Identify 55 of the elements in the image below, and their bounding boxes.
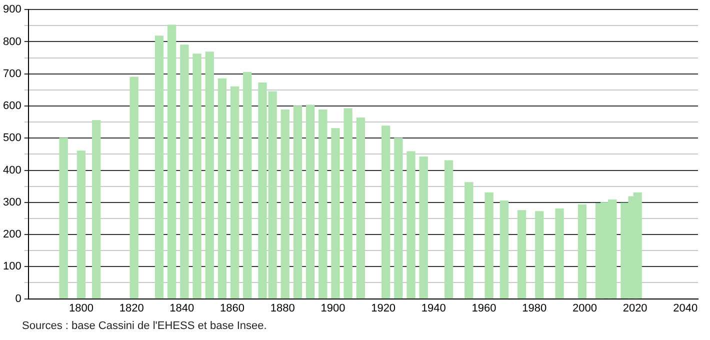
y-tick-label: 0 (15, 292, 22, 305)
y-tick-label: 100 (2, 260, 22, 273)
x-tick-label: 1860 (220, 302, 245, 314)
x-tick-label: 2000 (572, 302, 597, 314)
y-tick-label: 200 (2, 228, 22, 241)
source-note: Sources : base Cassini de l'EHESS et base Insee. (22, 320, 268, 332)
bar (419, 156, 428, 299)
bar (205, 52, 214, 299)
x-tick-label: 1980 (522, 302, 547, 314)
y-tick-label: 600 (2, 100, 22, 112)
bar (318, 110, 328, 299)
y-tick-label: 400 (2, 164, 22, 176)
bar (555, 208, 564, 299)
x-tick-label: 1940 (421, 302, 446, 314)
bar (180, 44, 189, 299)
bar (517, 210, 526, 299)
bar (293, 106, 302, 299)
x-tick-label: 1840 (170, 302, 194, 314)
x-tick-label: 2040 (673, 302, 698, 314)
y-tick-label: 500 (2, 132, 22, 144)
bar (394, 138, 403, 299)
bar (382, 126, 390, 299)
bar (218, 78, 227, 299)
bar (230, 86, 240, 299)
bar (76, 150, 86, 299)
bar (464, 182, 474, 299)
x-tick-label: 2020 (622, 302, 648, 314)
x-tick-label: 1800 (68, 302, 94, 314)
x-tick-label: 1900 (320, 302, 346, 314)
bar (243, 72, 252, 299)
y-tick-label: 900 (2, 4, 22, 16)
bar (306, 104, 315, 299)
bar (444, 160, 454, 299)
bar (356, 118, 365, 299)
x-tick-label: 1820 (119, 302, 144, 314)
bar (168, 24, 176, 299)
bar (535, 211, 544, 299)
bar (500, 200, 508, 299)
bar (406, 151, 416, 299)
bar (484, 192, 494, 299)
x-tick-label: 1920 (371, 302, 396, 314)
bar (59, 138, 68, 299)
bar (578, 204, 587, 299)
y-tick-label: 800 (2, 36, 22, 48)
y-tick-label: 700 (2, 68, 22, 80)
bar (331, 128, 340, 299)
y-tick-label: 300 (2, 196, 22, 208)
bar (280, 110, 290, 299)
x-tick-label: 1960 (472, 302, 496, 314)
bar (192, 54, 202, 299)
bar (344, 108, 352, 299)
x-tick-label: 1880 (270, 302, 295, 314)
bar (130, 76, 138, 299)
bar (92, 120, 101, 299)
bar (154, 36, 164, 299)
